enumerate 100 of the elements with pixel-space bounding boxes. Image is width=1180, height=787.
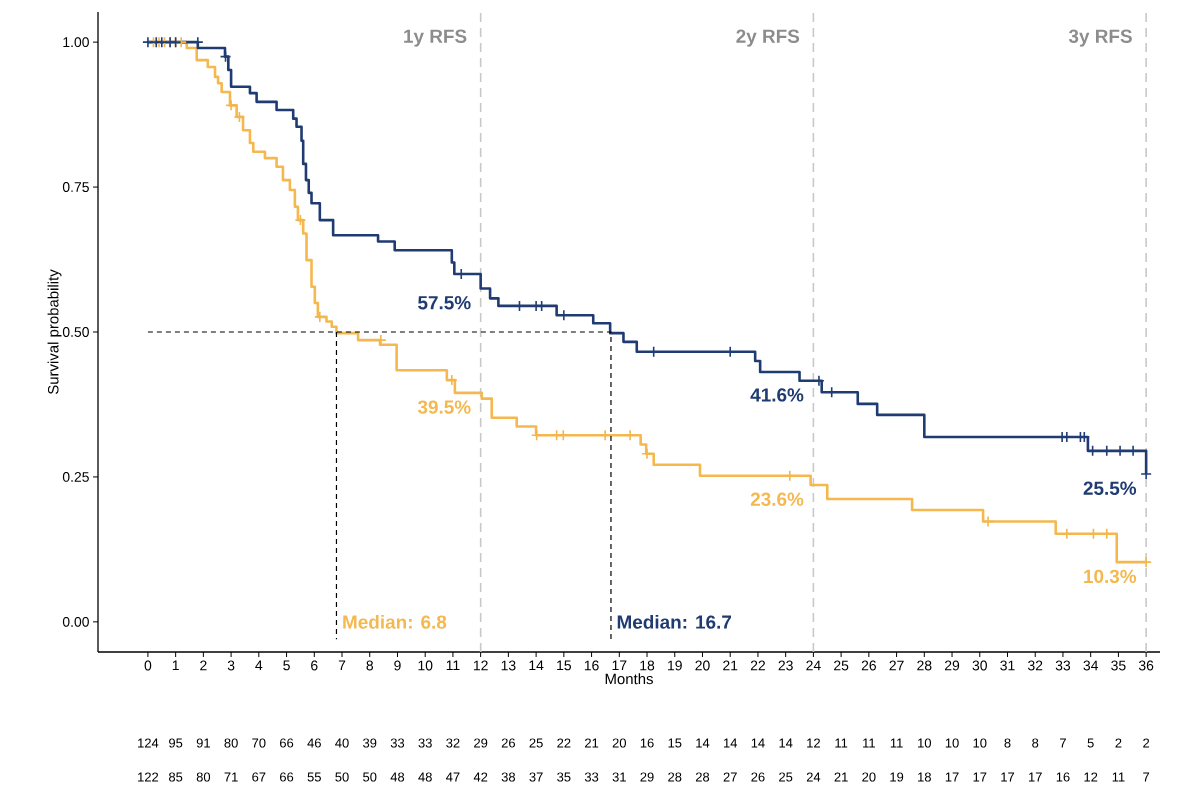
text: 14 bbox=[751, 738, 765, 748]
text: 38 bbox=[501, 772, 516, 782]
text: 19 bbox=[890, 772, 904, 782]
text: 80 bbox=[196, 772, 211, 782]
x-tick-label: 5 bbox=[283, 660, 290, 671]
x-tick-label: 2 bbox=[200, 660, 207, 671]
text: 71 bbox=[224, 772, 238, 782]
x-tick-label: 29 bbox=[944, 660, 960, 671]
x-tick-label: 36 bbox=[1138, 660, 1154, 671]
x-tick-label: 3 bbox=[227, 660, 235, 671]
x-tick-label: 20 bbox=[695, 660, 710, 671]
data-label: 10.3% bbox=[1084, 569, 1137, 584]
text: 46 bbox=[307, 738, 321, 748]
data-label: 25.5% bbox=[1083, 481, 1137, 495]
text: 21 bbox=[585, 738, 599, 748]
x-tick-label: 9 bbox=[394, 660, 401, 671]
data-label: 39.5% bbox=[417, 400, 471, 414]
x-tick-label: 11 bbox=[446, 660, 460, 671]
text: 14 bbox=[779, 738, 793, 748]
data-label: 57.5% bbox=[418, 296, 471, 310]
text: 42 bbox=[473, 772, 488, 782]
x-tick-label: 16 bbox=[584, 660, 599, 671]
text: 48 bbox=[418, 772, 432, 782]
text: 14 bbox=[723, 738, 738, 748]
text: 12 bbox=[807, 738, 820, 748]
text: 14 bbox=[696, 738, 710, 748]
text: 40 bbox=[335, 738, 349, 748]
text: 10 bbox=[973, 738, 987, 748]
text: 11 bbox=[835, 738, 848, 748]
text: 122 bbox=[138, 772, 159, 782]
x-tick-label: 26 bbox=[861, 660, 876, 671]
text: 85 bbox=[169, 772, 183, 782]
ref-line-label: 1y RFS bbox=[404, 29, 467, 47]
y-tick-label: 1.00 bbox=[63, 37, 89, 48]
text: 20 bbox=[862, 772, 876, 782]
text: 33 bbox=[390, 738, 405, 748]
text: 21 bbox=[834, 772, 848, 782]
text: 7 bbox=[1143, 772, 1150, 782]
data-label: 23.6% bbox=[750, 492, 804, 506]
x-tick-label: 31 bbox=[1000, 660, 1015, 671]
text: 29 bbox=[474, 738, 488, 748]
x-tick-label: 24 bbox=[806, 660, 821, 671]
x-tick-label: 30 bbox=[972, 660, 987, 671]
x-tick-label: 28 bbox=[917, 660, 932, 671]
text: 17 bbox=[1001, 772, 1015, 782]
text: 16 bbox=[640, 738, 654, 748]
x-tick-label: 13 bbox=[501, 660, 516, 671]
text: 66 bbox=[280, 738, 294, 748]
text: 33 bbox=[418, 738, 432, 748]
text: 8 bbox=[1032, 738, 1039, 748]
y-tick-label: 0.25 bbox=[62, 471, 89, 482]
x-tick-label: 33 bbox=[1055, 660, 1071, 671]
text: 24 bbox=[806, 772, 821, 782]
x-tick-label: 34 bbox=[1083, 660, 1099, 671]
text: 12 bbox=[1084, 772, 1098, 782]
text: 8 bbox=[1004, 738, 1011, 748]
x-tick-label: 19 bbox=[668, 660, 682, 671]
text: 35 bbox=[557, 772, 571, 782]
x-tick-label: 6 bbox=[311, 660, 318, 671]
text: 66 bbox=[280, 772, 294, 782]
text: 27 bbox=[723, 772, 737, 782]
x-tick-label: 4 bbox=[255, 660, 263, 671]
text: 17 bbox=[973, 772, 987, 782]
y-tick-label: 0.75 bbox=[62, 182, 89, 193]
x-tick-label: 21 bbox=[723, 660, 738, 671]
annotation: Median: 16.7 bbox=[617, 614, 732, 629]
y-tick-label: 0.00 bbox=[62, 616, 89, 627]
text: 28 bbox=[668, 772, 682, 782]
text: 2 bbox=[1143, 738, 1150, 748]
x-tick-label: 8 bbox=[366, 660, 374, 671]
annotation: Median: 6.8 bbox=[343, 614, 447, 629]
text: 39 bbox=[363, 738, 377, 748]
text: 70 bbox=[252, 738, 266, 748]
text: 18 bbox=[918, 772, 931, 782]
x-tick-label: 35 bbox=[1111, 660, 1126, 671]
text: 22 bbox=[557, 738, 571, 748]
x-tick-label: 17 bbox=[612, 660, 627, 671]
x-tick-label: 1 bbox=[172, 660, 179, 671]
y-tick-label: 0.50 bbox=[62, 327, 89, 337]
text: 26 bbox=[501, 738, 516, 748]
text: 50 bbox=[335, 772, 349, 782]
x-tick-label: 22 bbox=[750, 660, 765, 671]
text: 67 bbox=[252, 772, 266, 782]
x-tick-label: 7 bbox=[338, 660, 346, 671]
text: 25 bbox=[529, 738, 543, 748]
text: 37 bbox=[529, 772, 543, 782]
text: 29 bbox=[640, 772, 654, 782]
text: 80 bbox=[224, 738, 238, 748]
text: 16 bbox=[1056, 772, 1070, 782]
x-tick-label: 18 bbox=[640, 660, 655, 671]
text: 55 bbox=[307, 772, 321, 782]
text: 20 bbox=[612, 738, 626, 748]
text: 5 bbox=[1087, 738, 1094, 748]
x-tick-label: 25 bbox=[834, 660, 849, 671]
text: 33 bbox=[584, 772, 599, 782]
text: 48 bbox=[390, 772, 405, 782]
text: 47 bbox=[446, 772, 460, 782]
text: 50 bbox=[363, 772, 377, 782]
text: 10 bbox=[918, 738, 932, 748]
text: 17 bbox=[1029, 772, 1042, 782]
